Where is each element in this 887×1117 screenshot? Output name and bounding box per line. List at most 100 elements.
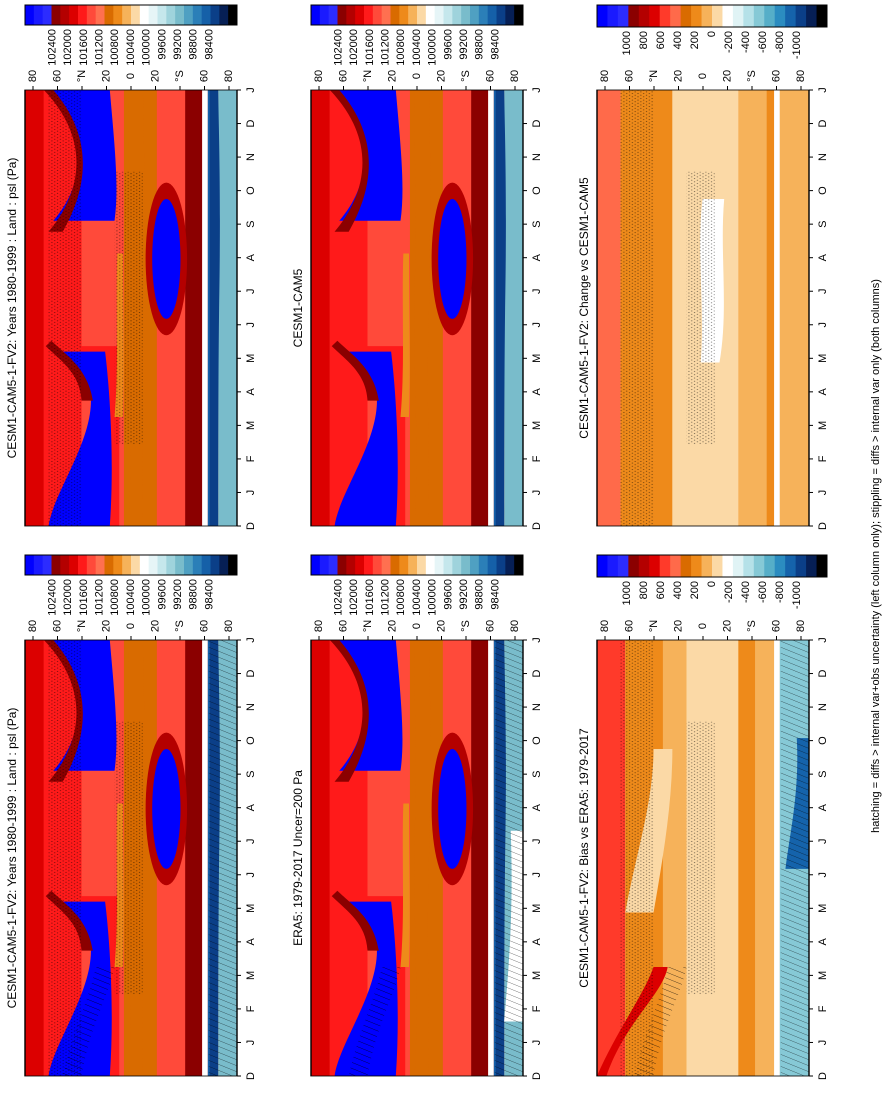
- month-tick-label: J: [531, 1040, 543, 1046]
- colorbar-swatch: [166, 5, 176, 25]
- lat-tick-label: 0: [125, 73, 137, 79]
- month-tick-label: J: [531, 490, 543, 496]
- panel-title: ERA5: 1979-2017 Uncer=200 Pa: [291, 770, 305, 946]
- month-tick-label: J: [817, 490, 829, 496]
- lat-tick-label: 0: [697, 623, 709, 629]
- lat-tick-label: °S: [460, 70, 472, 82]
- colorbar-swatch: [425, 5, 436, 25]
- colorbar-swatch: [712, 555, 723, 577]
- colorbar-swatch: [33, 5, 44, 25]
- colorbar-swatch: [192, 5, 203, 25]
- month-tick-label: M: [531, 904, 543, 913]
- month-tick-label: S: [245, 220, 257, 227]
- axes-p3: D J F M A M J J A S O N D J 80 60 °N 20 0 20 °S 60 80 ERA5: 197…: [291, 620, 543, 1080]
- lat-tick-label: 80: [509, 620, 521, 632]
- colorbar-label: 99200: [172, 29, 184, 60]
- month-tick-label: O: [245, 186, 257, 195]
- lat-tick-label: 60: [51, 70, 63, 82]
- lat-tick-label: °N: [76, 620, 88, 632]
- lat-tick-label: °S: [174, 70, 186, 82]
- colorbar-label: 1000: [621, 31, 633, 55]
- colorbar-swatch: [228, 555, 238, 575]
- month-tick-label: M: [817, 354, 829, 363]
- colorbar-swatch: [487, 5, 497, 25]
- colorbar-swatch: [649, 5, 661, 27]
- colorbar-swatch: [113, 5, 123, 25]
- lat-tick-label: 60: [770, 620, 782, 632]
- colorbar-label: 98800: [474, 29, 486, 60]
- month-tick-label: J: [817, 872, 829, 878]
- lat-tick-label: 20: [149, 620, 161, 632]
- month-tick-label: J: [817, 87, 829, 93]
- lat-tick-label: 20: [386, 70, 398, 82]
- lat-tick-label: 0: [411, 73, 423, 79]
- panel-p2: [24, 89, 238, 527]
- colorbar-label: 100400: [411, 29, 423, 66]
- colorbar-swatch: [743, 5, 755, 27]
- lat-tick-label: 60: [51, 620, 63, 632]
- colorbar-swatch: [478, 555, 489, 575]
- month-tick-label: M: [531, 971, 543, 980]
- month-tick-label: J: [817, 838, 829, 844]
- colorbar-swatch: [434, 5, 444, 25]
- colorbar-swatch: [487, 555, 497, 575]
- colorbar-swatch: [390, 555, 400, 575]
- colorbar-swatch: [607, 555, 619, 577]
- month-tick-label: D: [817, 120, 829, 128]
- colorbar-swatch: [638, 555, 650, 577]
- month-tick-label: N: [817, 703, 829, 711]
- month-tick-label: A: [531, 803, 543, 811]
- lat-tick-label: 0: [411, 623, 423, 629]
- month-tick-label: J: [531, 288, 543, 294]
- month-tick-label: M: [817, 971, 829, 980]
- colorbar-swatch: [434, 555, 444, 575]
- month-tick-label: O: [531, 736, 543, 745]
- colorbar-swatch: [638, 5, 650, 27]
- colorbar-row2-left: 102400 102000 101600 101200 100800 100400 1000…: [310, 4, 524, 66]
- colorbar-swatch: [122, 555, 132, 575]
- colorbar-swatch: [328, 5, 338, 25]
- colorbar-swatch: [104, 5, 114, 25]
- month-tick-label: J: [245, 872, 257, 878]
- colorbar-label: 600: [655, 581, 667, 599]
- lat-tick-label: °N: [76, 70, 88, 82]
- colorbar-swatch: [201, 5, 211, 25]
- lat-tick-label: 80: [795, 620, 807, 632]
- month-tick-label: D: [531, 522, 543, 530]
- lat-tick-label: 20: [672, 620, 684, 632]
- axes-p1: D J F M A M J J A S O N D J 80 60 °N 20 0 20 °S 60 80 CESM1-CAM…: [5, 620, 257, 1080]
- month-tick-label: D: [817, 522, 829, 530]
- colorbar-swatch: [607, 5, 619, 27]
- month-tick-label: J: [817, 1040, 829, 1046]
- colorbar-label: 98400: [203, 579, 215, 610]
- lat-tick-label: 60: [484, 70, 496, 82]
- colorbar-swatch: [417, 555, 427, 575]
- colorbar-label: 200: [689, 581, 701, 599]
- month-tick-label: J: [817, 322, 829, 328]
- colorbar-swatch: [131, 5, 141, 25]
- lat-tick-label: 60: [623, 620, 635, 632]
- month-tick-label: N: [245, 703, 257, 711]
- panel-title: CESM1-CAM5: [291, 268, 305, 347]
- colorbar-swatch: [60, 5, 70, 25]
- colorbar-label: 101200: [380, 29, 392, 66]
- colorbar-swatch: [381, 555, 391, 575]
- colorbar-swatch: [390, 5, 400, 25]
- month-tick-label: J: [817, 288, 829, 294]
- month-tick-label: M: [817, 904, 829, 913]
- lat-tick-label: 0: [125, 623, 137, 629]
- month-tick-label: D: [817, 670, 829, 678]
- lat-tick-label: °N: [648, 70, 660, 82]
- axes-p5: D J F M A M J J A S O N D J 80 60 °N 20 0 20 °S 60 80 CESM1-CAM…: [577, 620, 829, 1080]
- lat-tick-label: 20: [721, 620, 733, 632]
- month-tick-label: A: [245, 388, 257, 396]
- colorbar-swatch: [408, 555, 418, 575]
- lat-tick-label: °N: [362, 70, 374, 82]
- colorbar-swatch: [311, 5, 321, 25]
- colorbar-swatch: [659, 555, 671, 577]
- lat-tick-label: 0: [697, 73, 709, 79]
- colorbar-swatch: [785, 555, 797, 577]
- colorbar-swatch: [372, 5, 383, 25]
- colorbar-swatch: [33, 555, 44, 575]
- colorbar-swatch: [617, 5, 629, 27]
